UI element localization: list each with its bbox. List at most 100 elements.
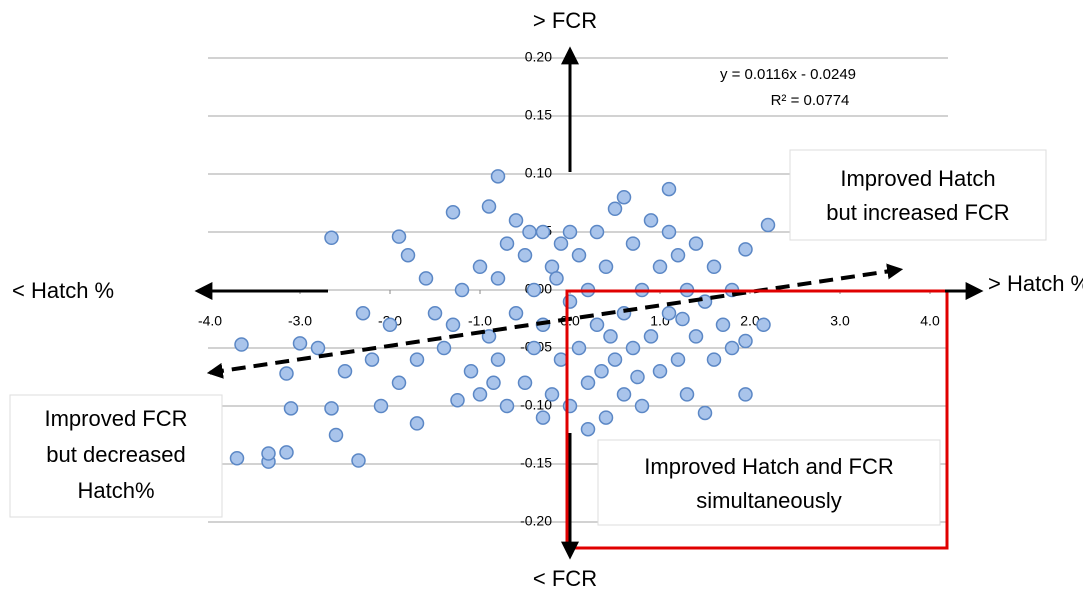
point [571, 247, 587, 263]
point [310, 340, 326, 356]
point [706, 352, 722, 367]
trendline [206, 263, 904, 379]
point [337, 363, 353, 379]
note-text: Improved FCR [44, 406, 187, 431]
point [625, 236, 641, 251]
point [706, 259, 722, 275]
point [472, 259, 488, 275]
point [373, 398, 389, 414]
point [517, 375, 533, 391]
point [760, 217, 776, 233]
point [490, 271, 506, 286]
point [454, 282, 470, 298]
note-text: but decreased [46, 442, 185, 467]
point [486, 375, 501, 391]
point [522, 224, 537, 240]
point [607, 201, 623, 217]
point [738, 387, 753, 402]
point [661, 305, 677, 321]
point [499, 236, 515, 251]
point [594, 363, 609, 379]
note-box [789, 149, 1047, 241]
point [571, 340, 587, 356]
point [652, 363, 668, 379]
point [324, 230, 339, 246]
x-tick-label: -4.0 [198, 313, 222, 329]
point [661, 224, 677, 240]
note-text: but increased FCR [826, 200, 1009, 225]
axis-label: > FCR [533, 8, 597, 33]
point [409, 352, 425, 367]
points [229, 169, 776, 469]
point [436, 340, 452, 356]
note-text: simultaneously [696, 488, 842, 513]
point [580, 421, 596, 437]
point [391, 375, 407, 391]
point [445, 317, 461, 333]
point [738, 242, 753, 257]
note-text: Hatch% [77, 478, 154, 503]
point [508, 213, 524, 228]
point [562, 224, 578, 240]
point [261, 446, 276, 461]
point [625, 340, 641, 356]
point [634, 398, 650, 414]
axis-label: < FCR [533, 566, 597, 591]
point [616, 189, 632, 205]
point [598, 259, 614, 275]
y-tick-label: 0.20 [525, 49, 552, 65]
point [688, 236, 704, 251]
point [670, 247, 686, 263]
point [715, 317, 731, 333]
point [279, 445, 294, 460]
point [756, 317, 771, 333]
point [580, 375, 596, 391]
point [472, 387, 488, 402]
point [679, 387, 695, 402]
y-tick-label: -0.15 [520, 455, 552, 471]
point [355, 305, 371, 321]
point [549, 271, 564, 286]
point [589, 317, 605, 333]
point [427, 305, 443, 321]
point [508, 305, 524, 321]
point [553, 236, 569, 251]
highlight-box [565, 289, 949, 550]
point [391, 229, 407, 244]
point [535, 224, 551, 240]
point [283, 401, 299, 416]
point [463, 363, 479, 379]
point [450, 392, 465, 408]
point [292, 336, 308, 351]
point [661, 181, 677, 197]
x-tick-label: 3.0 [830, 313, 850, 329]
point [697, 405, 713, 421]
point [724, 340, 740, 356]
point [535, 410, 551, 425]
point [400, 247, 416, 263]
note-box [9, 394, 223, 518]
note-text: Improved Hatch and FCR [644, 454, 893, 479]
x-tick-label: 4.0 [920, 313, 940, 329]
r-squared: R² = 0.0774 [771, 92, 850, 109]
point [490, 169, 506, 184]
point [607, 352, 623, 367]
point [562, 294, 578, 309]
y-tick-label: -0.10 [520, 397, 552, 413]
point [517, 247, 533, 263]
point [598, 410, 614, 425]
point [643, 329, 659, 344]
point [382, 317, 398, 333]
point [688, 329, 704, 344]
point [652, 259, 668, 275]
point [328, 427, 344, 443]
point [234, 337, 249, 352]
point [562, 398, 578, 414]
x-tick-label: -1.0 [468, 313, 492, 329]
point [418, 271, 434, 286]
point [324, 401, 339, 416]
equation: y = 0.0116x - 0.0249 [720, 66, 856, 83]
point [544, 387, 560, 402]
